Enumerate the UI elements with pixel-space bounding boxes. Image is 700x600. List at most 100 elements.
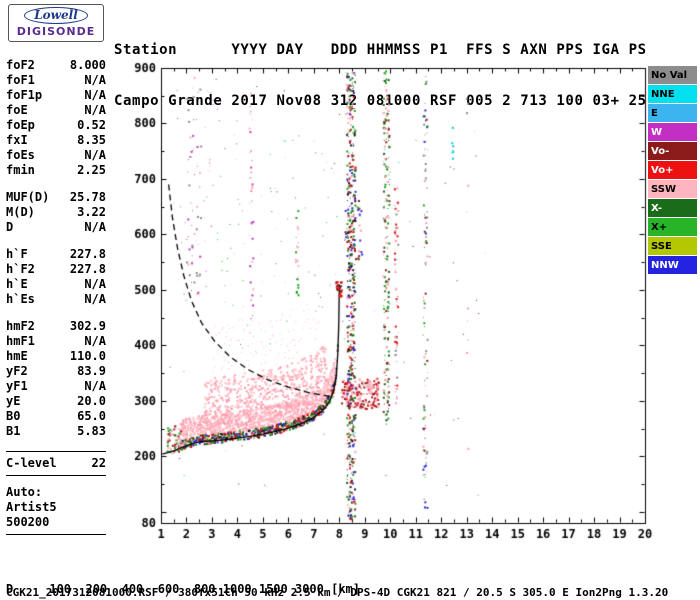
clevel-value: 22: [91, 456, 106, 470]
param-label: h`E: [6, 277, 28, 291]
param-label: yF2: [6, 364, 28, 378]
param-value: 227.8: [69, 247, 106, 261]
param-label: foEs: [6, 148, 35, 162]
param-value: N/A: [84, 292, 106, 306]
param-row-ye: yE 20.0: [6, 394, 106, 409]
param-row-foe: foE N/A: [6, 103, 106, 118]
legend-item-noval: No Val: [648, 66, 697, 85]
param-row-hf2: h`F2 227.8: [6, 262, 106, 277]
param-value: 302.9: [69, 319, 106, 333]
legend-item-nnw: NNW: [648, 256, 697, 275]
param-value: N/A: [84, 277, 106, 291]
param-row-b0: B0 65.0: [6, 409, 106, 424]
autoscaling-block: Auto: Artist5 500200: [6, 485, 106, 530]
param-row-clevel: C-level 22: [6, 456, 106, 471]
distance-row: D 100 200 400 600 800 1000 1500 3000 [km…: [6, 582, 361, 596]
legend-item-x+: X+: [648, 218, 697, 237]
param-value: 65.0: [77, 409, 106, 423]
logo-digisonde-text: DIGISONDE: [16, 25, 96, 38]
param-label: h`F: [6, 247, 28, 261]
param-value: 110.0: [69, 349, 106, 363]
param-group-1: MUF(D) 25.78 M(D) 3.22 D N/A: [6, 190, 106, 235]
param-group-3: hmF2 302.9 hmF1 N/A hmE 110.0 yF2 83.9 yF1 N/A yE 2…: [6, 319, 106, 439]
param-value: 5.83: [77, 424, 106, 438]
param-row-d: D N/A: [6, 220, 106, 235]
param-value: N/A: [84, 379, 106, 393]
lowell-digisonde-logo: Lowell DIGISONDE: [8, 4, 104, 42]
param-label: fmin: [6, 163, 35, 177]
auto-line-0: Auto:: [6, 485, 43, 499]
separator-line: [6, 534, 106, 535]
param-group-2: h`F 227.8 h`F2 227.8 h`E N/A h`Es N/A: [6, 247, 106, 307]
param-row-fof1p: foF1p N/A: [6, 88, 106, 103]
file-info-line: CGK21_2017312081000.RSF / 380fx51Ch 50 k…: [6, 586, 669, 599]
logo-lowell-text: Lowell: [9, 7, 103, 24]
param-label: B1: [6, 424, 21, 438]
auto-line-1: Artist5: [6, 500, 57, 514]
param-row-b1: B1 5.83: [6, 424, 106, 439]
param-label: hmE: [6, 349, 28, 363]
param-row-hf: h`F 227.8: [6, 247, 106, 262]
param-value: 2.25: [77, 163, 106, 177]
param-label: yE: [6, 394, 21, 408]
param-label: hmF1: [6, 334, 35, 348]
param-label: B0: [6, 409, 21, 423]
param-label: MUF(D): [6, 190, 50, 204]
param-label: foF1p: [6, 88, 43, 102]
logo-lowell-ellipse: Lowell: [24, 7, 88, 24]
legend-item-vo+: Vo+: [648, 161, 697, 180]
param-label: M(D): [6, 205, 35, 219]
param-row-md: M(D) 3.22: [6, 205, 106, 220]
legend-item-ssw: SSW: [648, 180, 697, 199]
param-row-hes: h`Es N/A: [6, 292, 106, 307]
param-row-yf1: yF1 N/A: [6, 379, 106, 394]
legend-item-vo-: Vo-: [648, 142, 697, 161]
param-row-hmf2: hmF2 302.9: [6, 319, 106, 334]
param-value: 25.78: [69, 190, 106, 204]
param-label: fxI: [6, 133, 28, 147]
param-label: foE: [6, 103, 28, 117]
param-row-foep: foEp 0.52: [6, 118, 106, 133]
legend-item-x-: X-: [648, 199, 697, 218]
param-row-fmin: fmin 2.25: [6, 163, 106, 178]
param-value: N/A: [84, 88, 106, 102]
param-row-hme: hmE 110.0: [6, 349, 106, 364]
param-row-foes: foEs N/A: [6, 148, 106, 163]
parameter-panel: foF2 8.000 foF1 N/A foF1p N/A foE N/A foEp 0.52 fx…: [6, 58, 106, 539]
param-label: h`Es: [6, 292, 35, 306]
param-value: N/A: [84, 103, 106, 117]
param-value: 3.22: [77, 205, 106, 219]
param-label: hmF2: [6, 319, 35, 333]
param-value: 8.000: [69, 58, 106, 72]
param-row-fof1: foF1 N/A: [6, 73, 106, 88]
param-row-hmf1: hmF1 N/A: [6, 334, 106, 349]
legend-item-nne: NNE: [648, 85, 697, 104]
param-row-yf2: yF2 83.9: [6, 364, 106, 379]
param-value: 227.8: [69, 262, 106, 276]
ionogram-plot-canvas: [130, 54, 656, 548]
param-label: foEp: [6, 118, 35, 132]
legend-item-w: W: [648, 123, 697, 142]
param-value: N/A: [84, 220, 106, 234]
param-row-fof2: foF2 8.000: [6, 58, 106, 73]
separator-line: [6, 451, 106, 452]
param-value: 0.52: [77, 118, 106, 132]
param-value: 83.9: [77, 364, 106, 378]
param-value: N/A: [84, 73, 106, 87]
param-value: 8.35: [77, 133, 106, 147]
param-label: foF1: [6, 73, 35, 87]
param-row-he: h`E N/A: [6, 277, 106, 292]
param-value: N/A: [84, 148, 106, 162]
legend-item-sse: SSE: [648, 237, 697, 256]
param-label: h`F2: [6, 262, 35, 276]
echo-direction-legend: No Val NNE E W Vo- Vo+ SSW X- X+ SSE NNW: [648, 66, 697, 275]
param-row-fxi: fxI 8.35: [6, 133, 106, 148]
param-row-mufd: MUF(D) 25.78: [6, 190, 106, 205]
param-label: foF2: [6, 58, 35, 72]
separator-line: [6, 475, 106, 476]
param-label: yF1: [6, 379, 28, 393]
param-group-0: foF2 8.000 foF1 N/A foF1p N/A foE N/A foEp 0.52 fx…: [6, 58, 106, 178]
muf-distance-table: D 100 200 400 600 800 1000 1500 3000 [km…: [6, 552, 367, 600]
auto-line-2: 500200: [6, 515, 50, 529]
